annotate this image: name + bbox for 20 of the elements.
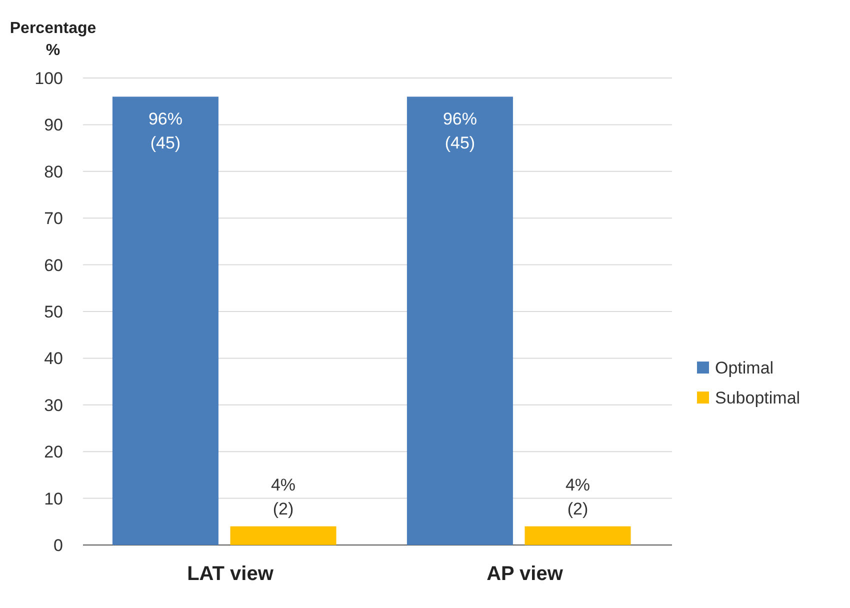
x-tick-label: LAT view: [187, 563, 274, 585]
y-tick-label: 20: [44, 442, 63, 462]
y-tick-label: 70: [44, 209, 63, 228]
legend-label: Suboptimal: [715, 388, 800, 408]
legend-label: Optimal: [715, 358, 774, 378]
y-tick-label: 30: [44, 396, 63, 415]
x-tick-label: AP view: [486, 563, 564, 585]
data-label: 96% (45): [148, 110, 182, 153]
y-tick-label: 80: [44, 162, 63, 182]
y-tick-label: 50: [44, 302, 63, 322]
y-tick-label: 90: [44, 116, 63, 135]
y-tick-label: 40: [44, 349, 63, 368]
y-tick-label: 0: [54, 536, 63, 555]
data-label: 4% (2): [565, 475, 590, 518]
y-axis-title: Percentage %: [10, 20, 96, 59]
data-label: 4% (2): [270, 475, 296, 518]
y-tick-label: 10: [44, 489, 63, 508]
y-tick-label: 60: [44, 256, 63, 275]
data-label: 96% (45): [442, 110, 477, 153]
y-tick-label: 100: [34, 68, 63, 88]
